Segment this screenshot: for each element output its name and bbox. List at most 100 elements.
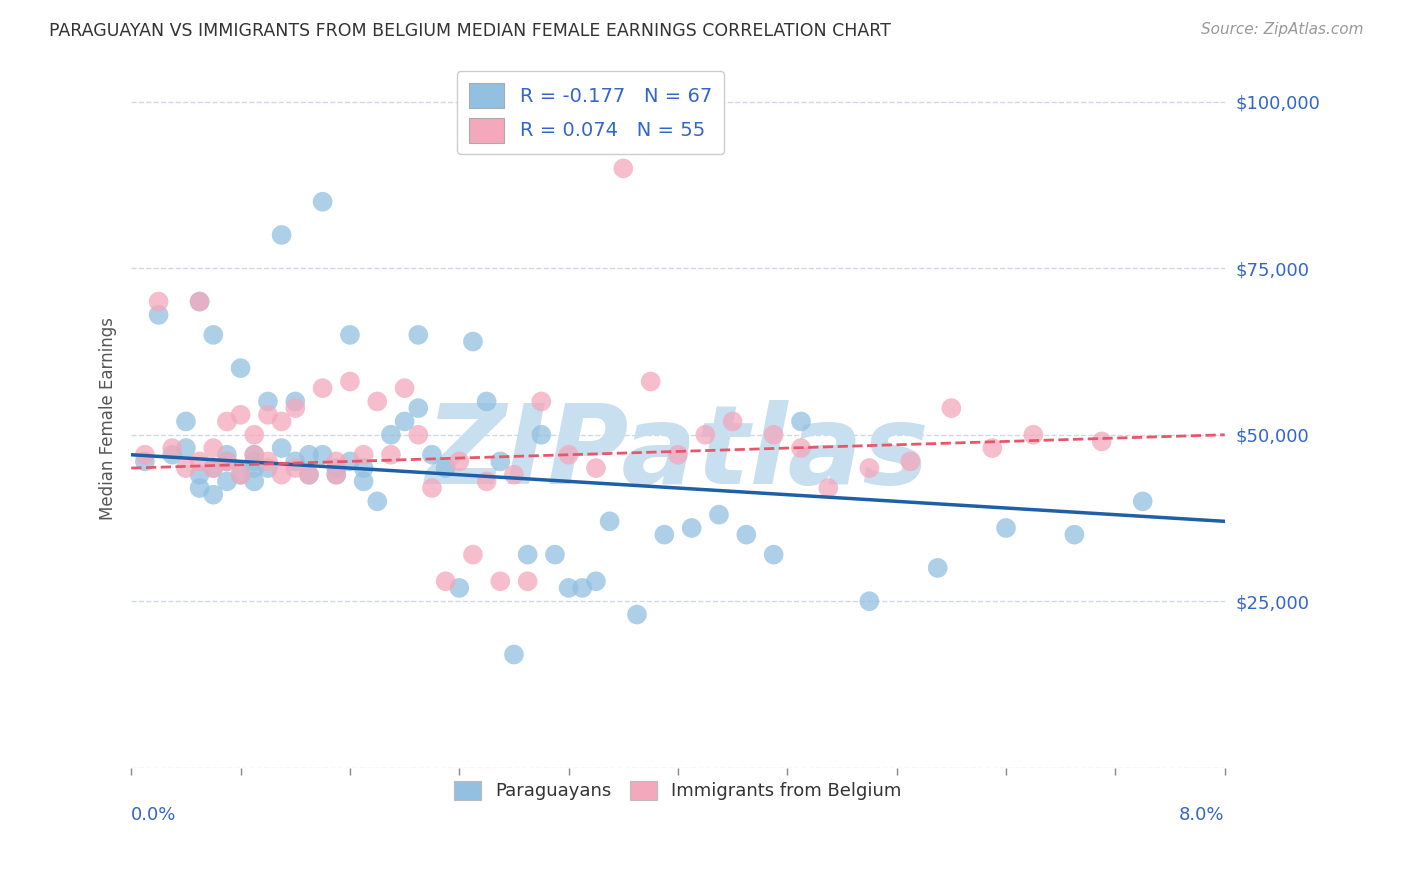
Point <box>927 561 949 575</box>
Point <box>449 454 471 468</box>
Point <box>215 454 238 468</box>
Point <box>284 461 307 475</box>
Point <box>284 394 307 409</box>
Point <box>1091 434 1114 449</box>
Point <box>1022 427 1045 442</box>
Point <box>162 448 184 462</box>
Point <box>666 448 689 462</box>
Point <box>134 448 156 462</box>
Point <box>695 427 717 442</box>
Point <box>243 448 266 462</box>
Point <box>420 448 443 462</box>
Point <box>475 394 498 409</box>
Point <box>544 548 567 562</box>
Point <box>434 574 457 589</box>
Point <box>790 441 813 455</box>
Point <box>640 375 662 389</box>
Point <box>475 475 498 489</box>
Point <box>325 467 347 482</box>
Point <box>420 481 443 495</box>
Point <box>858 461 880 475</box>
Point <box>257 454 280 468</box>
Point <box>148 308 170 322</box>
Point <box>898 454 921 468</box>
Point <box>202 461 225 475</box>
Point <box>652 527 675 541</box>
Point <box>1063 527 1085 541</box>
Point <box>311 448 333 462</box>
Point <box>571 581 593 595</box>
Point <box>858 594 880 608</box>
Point <box>270 227 292 242</box>
Point <box>257 408 280 422</box>
Point <box>353 475 375 489</box>
Point <box>339 454 361 468</box>
Point <box>229 408 252 422</box>
Point <box>721 414 744 428</box>
Point <box>257 394 280 409</box>
Point <box>489 454 512 468</box>
Point <box>270 467 292 482</box>
Point <box>215 454 238 468</box>
Point <box>188 481 211 495</box>
Point <box>735 527 758 541</box>
Point <box>585 574 607 589</box>
Point <box>148 294 170 309</box>
Point <box>298 448 321 462</box>
Point <box>353 448 375 462</box>
Point <box>284 401 307 416</box>
Point <box>380 427 402 442</box>
Point <box>1132 494 1154 508</box>
Point <box>557 448 579 462</box>
Point <box>981 441 1004 455</box>
Point <box>257 461 280 475</box>
Point <box>599 514 621 528</box>
Point <box>215 475 238 489</box>
Point <box>516 548 538 562</box>
Point <box>406 401 429 416</box>
Point <box>503 648 526 662</box>
Point <box>489 574 512 589</box>
Point <box>626 607 648 622</box>
Point <box>162 441 184 455</box>
Point <box>229 467 252 482</box>
Point <box>202 441 225 455</box>
Point <box>325 454 347 468</box>
Point <box>325 467 347 482</box>
Point <box>270 441 292 455</box>
Point <box>762 548 785 562</box>
Text: ZIPatlas: ZIPatlas <box>426 400 929 507</box>
Point <box>339 375 361 389</box>
Point <box>817 481 839 495</box>
Point <box>406 427 429 442</box>
Point <box>941 401 963 416</box>
Y-axis label: Median Female Earnings: Median Female Earnings <box>100 317 117 520</box>
Text: 0.0%: 0.0% <box>131 806 177 824</box>
Point <box>243 475 266 489</box>
Point <box>311 381 333 395</box>
Point <box>406 327 429 342</box>
Point <box>530 427 553 442</box>
Point <box>202 488 225 502</box>
Point <box>284 454 307 468</box>
Point <box>995 521 1018 535</box>
Point <box>516 574 538 589</box>
Point <box>434 461 457 475</box>
Point <box>298 467 321 482</box>
Legend: Paraguayans, Immigrants from Belgium: Paraguayans, Immigrants from Belgium <box>447 774 910 807</box>
Point <box>243 427 266 442</box>
Point <box>134 454 156 468</box>
Point <box>202 461 225 475</box>
Point <box>790 414 813 428</box>
Point <box>174 414 197 428</box>
Point <box>707 508 730 522</box>
Point <box>461 334 484 349</box>
Point <box>215 448 238 462</box>
Point <box>762 427 785 442</box>
Text: PARAGUAYAN VS IMMIGRANTS FROM BELGIUM MEDIAN FEMALE EARNINGS CORRELATION CHART: PARAGUAYAN VS IMMIGRANTS FROM BELGIUM ME… <box>49 22 891 40</box>
Point <box>311 194 333 209</box>
Point <box>353 461 375 475</box>
Point <box>229 361 252 376</box>
Point <box>394 381 416 395</box>
Text: Source: ZipAtlas.com: Source: ZipAtlas.com <box>1201 22 1364 37</box>
